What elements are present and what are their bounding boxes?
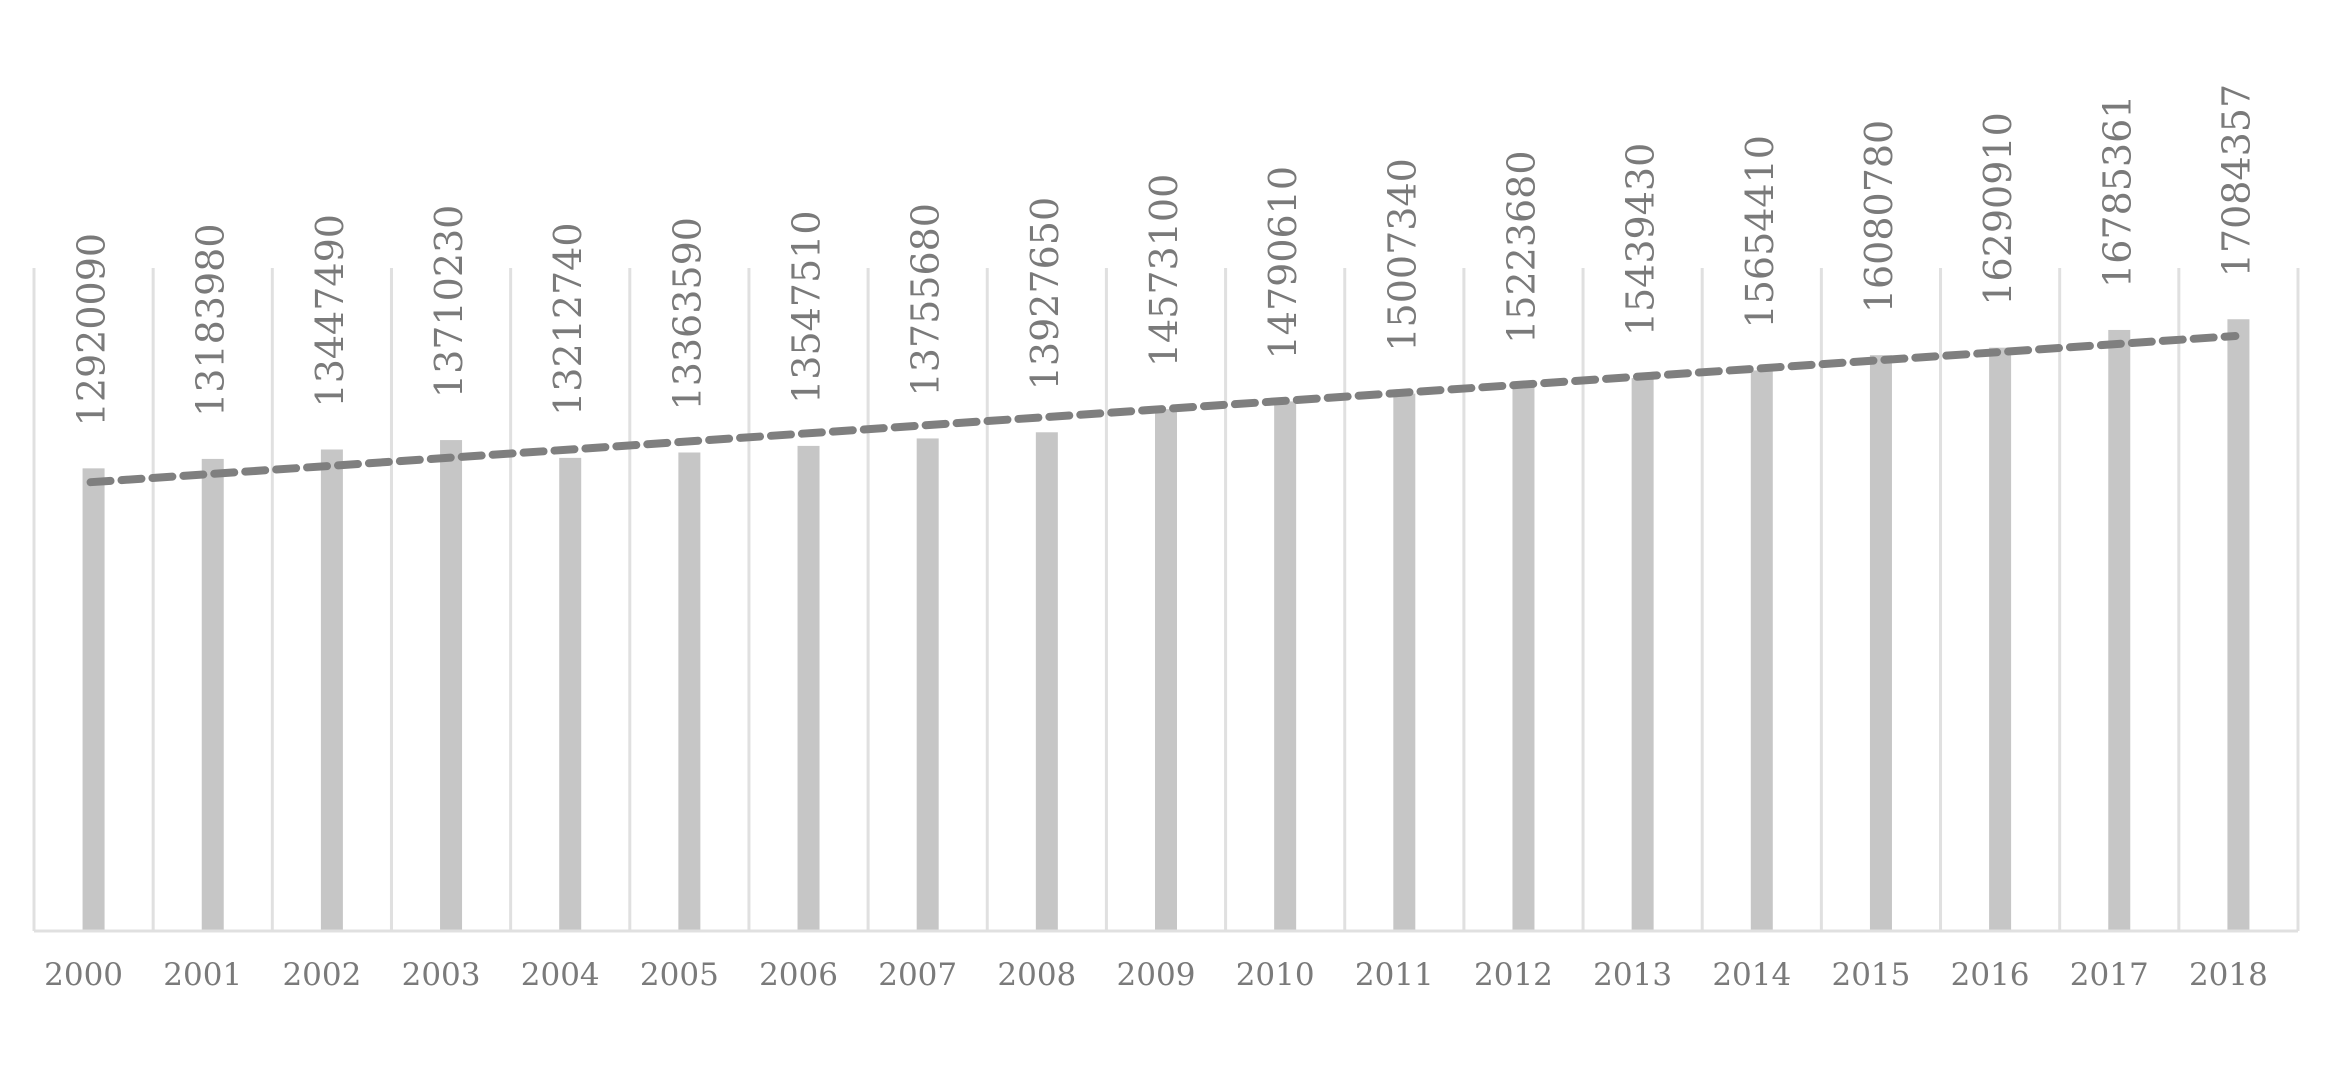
data-label-2000: 12920090 (70, 233, 114, 426)
bar-2012 (1512, 385, 1535, 932)
data-label-2014: 15654410 (1738, 135, 1782, 328)
data-label-2012: 15223680 (1499, 150, 1543, 343)
bar-2011 (1393, 393, 1416, 931)
bar-2007 (916, 438, 939, 931)
gridlines (32, 268, 2300, 931)
x-tick-2004: 2004 (521, 957, 600, 993)
x-tick-2000: 2000 (44, 957, 123, 993)
bar-2004 (559, 457, 582, 931)
x-tick-2012: 2012 (1474, 957, 1553, 993)
x-tick-2009: 2009 (1117, 957, 1196, 993)
bar-2017 (2108, 329, 2131, 931)
bar-2013 (1631, 378, 1654, 931)
data-label-2013: 15439430 (1619, 143, 1663, 336)
x-tick-2014: 2014 (1712, 957, 1791, 993)
trendline-group (86, 331, 2240, 487)
x-tick-2013: 2013 (1593, 957, 1672, 993)
data-label-2003: 13710230 (427, 205, 471, 398)
data-label-2010: 14790610 (1261, 166, 1305, 359)
x-tick-2003: 2003 (402, 957, 481, 993)
x-tick-2011: 2011 (1355, 957, 1434, 993)
data-label-2011: 15007340 (1380, 158, 1424, 351)
x-tick-2016: 2016 (1951, 957, 2030, 993)
data-label-2002: 13447490 (308, 214, 352, 407)
data-label-2004: 13212740 (546, 222, 590, 415)
data-label-2016: 16290910 (1976, 112, 2020, 305)
x-tick-2006: 2006 (759, 957, 838, 993)
x-tick-2005: 2005 (640, 957, 719, 993)
bar-2002 (320, 449, 343, 931)
data-label-2006: 13547510 (785, 210, 829, 403)
x-tick-2010: 2010 (1236, 957, 1315, 993)
bar-2003 (440, 440, 463, 931)
x-tick-2001: 2001 (163, 957, 242, 993)
bar-2001 (201, 458, 224, 931)
x-tick-2017: 2017 (2070, 957, 2149, 993)
bar-2008 (1035, 432, 1058, 931)
bars (82, 319, 2250, 932)
bar-2015 (1869, 355, 1892, 931)
bar-2014 (1750, 370, 1773, 932)
data-label-2007: 13755680 (904, 203, 948, 396)
x-axis-tick-labels: 2000 2001 2002 2003 2004 2005 2006 2007 2008 2009… (44, 957, 2268, 993)
bar-2009 (1155, 409, 1177, 932)
bar-2010 (1274, 401, 1297, 931)
bar-2005 (678, 452, 701, 931)
data-labels: 12920090 13183980 13447490 13710230 13212740… (70, 84, 2259, 427)
bar-2016 (1989, 347, 2012, 931)
data-label-2005: 13363590 (665, 217, 709, 410)
bar-2006 (797, 445, 820, 931)
x-tick-2015: 2015 (1831, 957, 1910, 993)
data-label-2001: 13183980 (189, 223, 233, 416)
data-label-2008: 13927650 (1023, 197, 1067, 390)
x-tick-2008: 2008 (997, 957, 1076, 993)
bar-2000 (82, 468, 105, 931)
bar-2018 (2227, 319, 2250, 931)
data-label-2015: 16080780 (1857, 120, 1901, 313)
x-tick-2018: 2018 (2189, 957, 2268, 993)
trendline (86, 331, 2240, 487)
data-label-2017: 16785361 (2095, 95, 2139, 288)
x-tick-2007: 2007 (878, 957, 957, 993)
x-tick-2002: 2002 (282, 957, 361, 993)
data-label-2018: 17084357 (2214, 84, 2258, 277)
data-label-2009: 14573100 (1142, 174, 1186, 367)
